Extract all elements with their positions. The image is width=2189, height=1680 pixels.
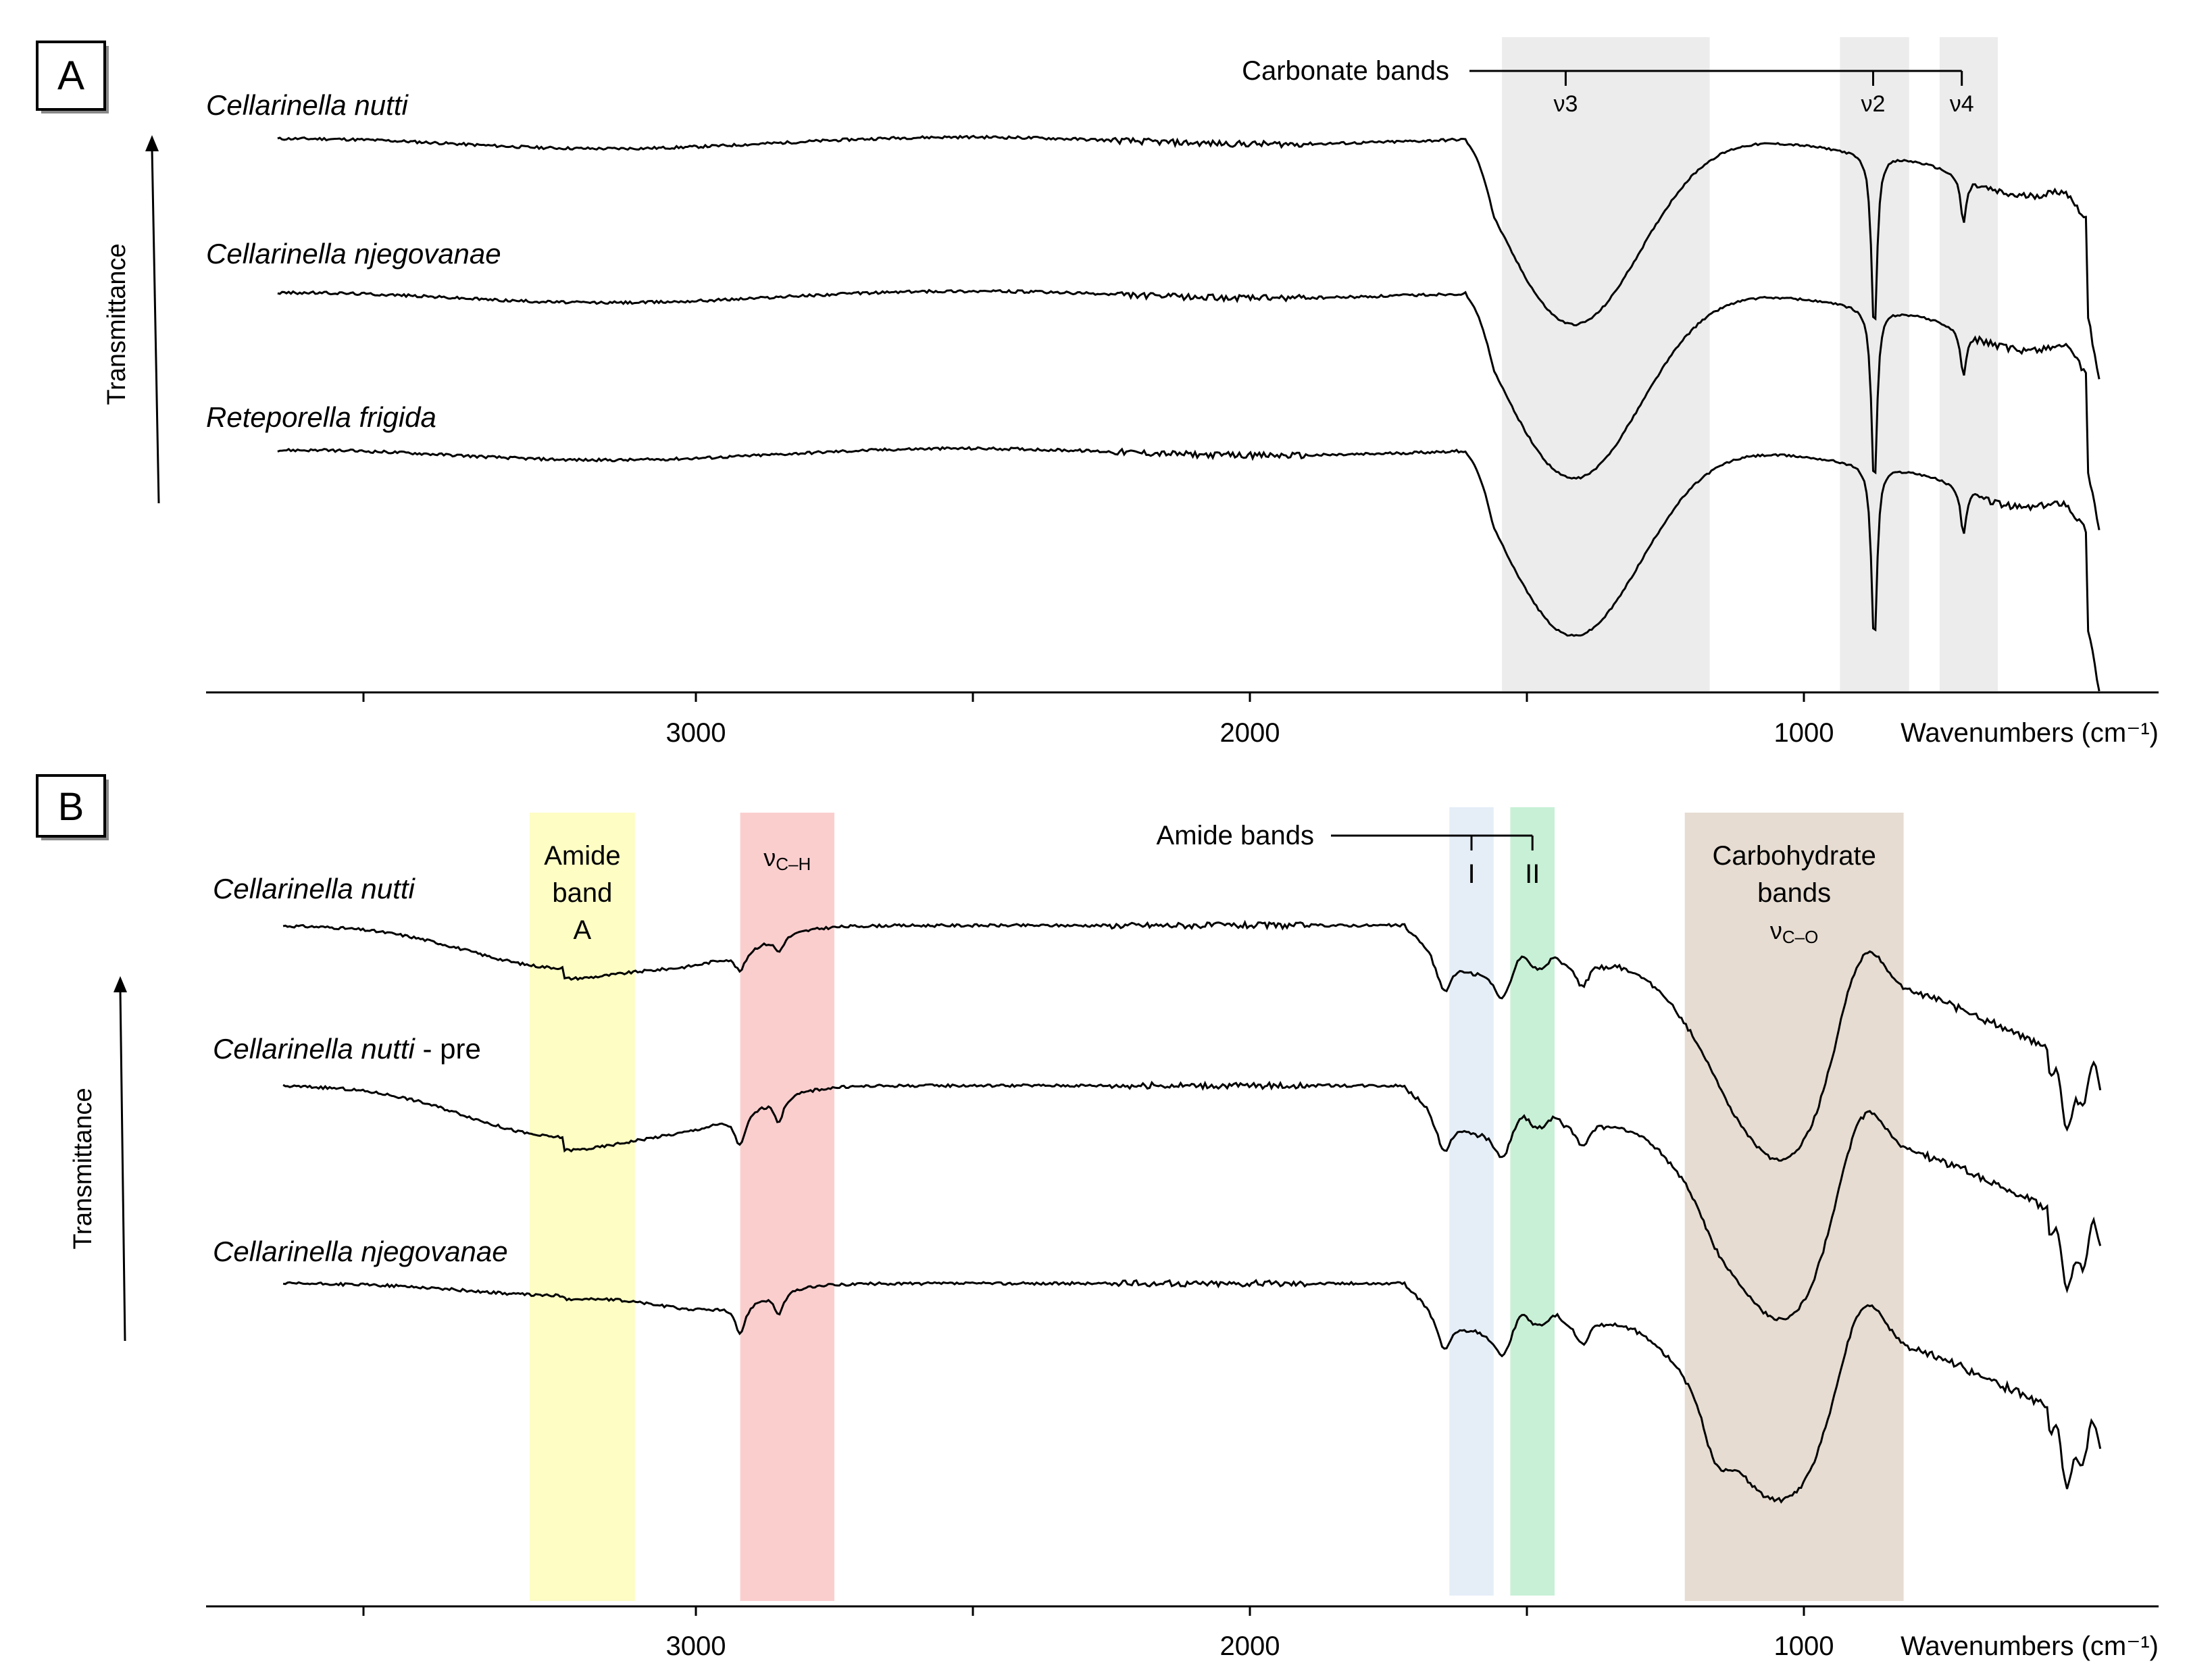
spectral-band-4 <box>1510 807 1555 1596</box>
y-axis-title: Transmittance <box>103 243 131 405</box>
y-axis-arrow-b <box>119 989 126 1342</box>
amide-group-label: Amide bands <box>1157 821 1314 850</box>
x-axis-title-b: Wavenumbers (cm⁻¹) <box>1901 1631 2159 1661</box>
series-line-b-3 <box>282 1279 2102 1504</box>
amide-ii-label: II <box>1525 859 1540 889</box>
x-tick-label-b-2000: 2000 <box>1220 1631 1280 1661</box>
series-line-1 <box>277 134 2100 380</box>
series-label-2: Cellarinella njegovanae <box>206 238 501 270</box>
carbohydrate-label-1: Carbohydrate <box>1712 841 1876 871</box>
x-tick-label-2000: 2000 <box>1220 718 1280 748</box>
series-line-2 <box>277 288 2100 530</box>
carbohydrate-label-2: bands <box>1757 878 1831 908</box>
panel-label-b: B <box>58 785 84 829</box>
spectral-band-1 <box>530 813 635 1601</box>
y-axis-arrow <box>151 148 160 504</box>
panel-label-box <box>36 41 106 111</box>
panel-label-box-b <box>36 774 106 838</box>
y-axis-title-b: Transmittance <box>69 1088 97 1249</box>
spectral-band-3 <box>1449 807 1494 1596</box>
series-line-3 <box>277 446 2100 692</box>
series-label-b-3: Cellarinella njegovanae <box>213 1236 508 1267</box>
x-tick-label-b-3000: 3000 <box>666 1631 726 1661</box>
amide-band-a-label-2: band <box>552 878 612 908</box>
spectral-band-2 <box>740 813 834 1601</box>
y-arrow-head-b <box>114 976 127 992</box>
series-label-b-2: Cellarinella nutti - pre <box>213 1033 481 1065</box>
series-label-1: Cellarinella nutti <box>206 89 409 121</box>
amide-band-a-label-3: A <box>574 915 592 945</box>
series-label-b-1: Cellarinella nutti <box>213 873 416 905</box>
series-line-b-1 <box>282 919 2102 1162</box>
x-tick-label-b-1000: 1000 <box>1774 1631 1834 1661</box>
carbonate-band-label-3: ν4 <box>1950 91 1974 117</box>
x-tick-label-3000: 3000 <box>666 718 726 748</box>
carbonate-band-1 <box>1502 37 1710 691</box>
series-line-b-2 <box>282 1080 2102 1321</box>
panel-label: A <box>57 53 84 98</box>
amide-i-label: I <box>1467 859 1475 889</box>
series-label-3: Reteporella frigida <box>206 401 436 433</box>
carbonate-band-3 <box>1939 37 1998 691</box>
y-arrow-head <box>145 135 159 151</box>
carbonate-band-2 <box>1840 37 1909 691</box>
carbonate-group-label: Carbonate bands <box>1242 56 1449 86</box>
carbonate-band-label-2: ν2 <box>1861 91 1886 117</box>
x-tick-label-1000: 1000 <box>1774 718 1834 748</box>
carbonate-band-label-1: ν3 <box>1553 91 1578 117</box>
x-axis-title: Wavenumbers (cm⁻¹) <box>1901 718 2159 748</box>
amide-band-a-label-1: Amide <box>544 841 620 871</box>
